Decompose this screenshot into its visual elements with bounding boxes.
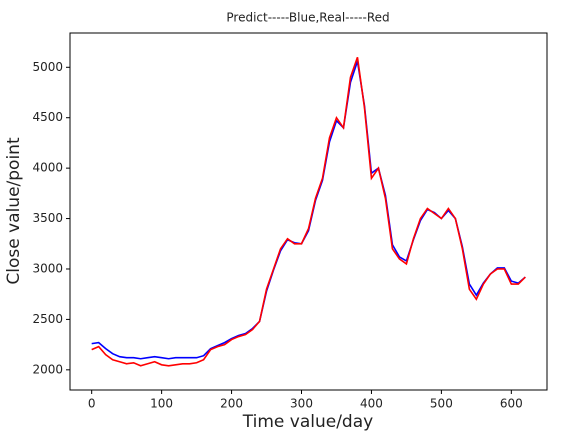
x-tick-label: 500 — [430, 397, 453, 411]
x-tick-label: 0 — [88, 397, 96, 411]
line-series — [91, 60, 526, 360]
x-tick-label: 300 — [290, 397, 313, 411]
y-tick-label: 2000 — [32, 362, 63, 376]
x-tick-label: 600 — [500, 397, 523, 411]
chart-title: Predict-----Blue,Real-----Red — [226, 11, 389, 25]
x-tick-label: 400 — [360, 397, 383, 411]
y-tick-label: 2500 — [32, 312, 63, 326]
plot-frame — [69, 32, 548, 391]
x-tick-label: 100 — [150, 397, 173, 411]
line-series — [91, 56, 526, 367]
y-tick-label: 4000 — [32, 161, 63, 175]
x-tick-label: 200 — [220, 397, 243, 411]
y-tick-label: 3500 — [32, 211, 63, 225]
x-axis-label: Time value/day — [242, 412, 373, 432]
y-tick-label: 3000 — [32, 261, 63, 275]
y-axis-label: Close value/point — [4, 137, 24, 285]
y-tick-label: 5000 — [32, 60, 63, 74]
y-tick-label: 4500 — [32, 110, 63, 124]
